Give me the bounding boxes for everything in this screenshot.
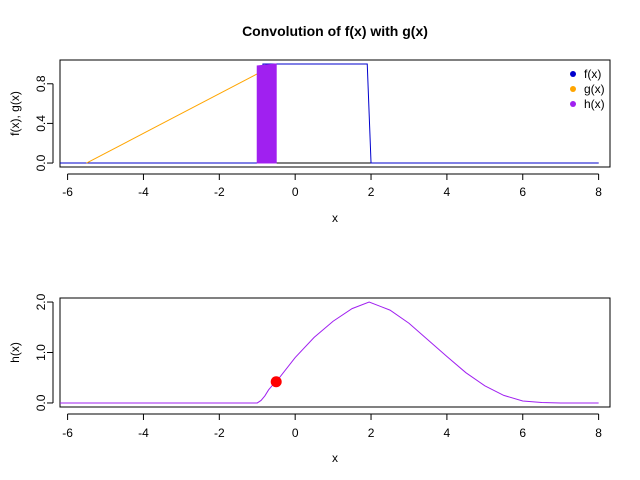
y-axis-label: h(x) (8, 342, 22, 363)
y-tick-label: 1.0 (34, 344, 48, 361)
plot-frame (59, 59, 611, 168)
x-tick-label: -4 (138, 185, 149, 199)
x-tick-label: -6 (62, 185, 73, 199)
x-tick-label: 0 (292, 426, 299, 440)
x-tick-label: 6 (519, 426, 526, 440)
y-tick-label: 0.8 (34, 75, 48, 92)
x-tick-label: 8 (595, 185, 602, 199)
legend-label: h(x) (584, 97, 605, 111)
x-tick-label: -4 (138, 426, 149, 440)
x-tick-label: -2 (214, 426, 225, 440)
legend-label: g(x) (584, 82, 605, 96)
chart-title: Convolution of f(x) with g(x) (242, 23, 428, 39)
x-tick-label: 4 (444, 185, 451, 199)
legend: f(x)g(x)h(x) (570, 67, 605, 111)
series-fx-line (60, 63, 599, 164)
legend-label: f(x) (584, 67, 601, 81)
series-h-fill (256, 63, 277, 164)
x-tick-label: 2 (368, 426, 375, 440)
y-axis: 0.0 1.0 2.0 h(x) (8, 293, 54, 411)
legend-marker (570, 86, 576, 92)
x-axis-label: x (332, 451, 338, 465)
series-h-line (60, 301, 599, 404)
panel-1: Convolution of f(x) with g(x) -6 -4 -2 0 2 4 6 8… (8, 23, 611, 225)
current-point-marker (270, 376, 282, 388)
panel-2: -6 -4 -2 0 2 4 6 8 x 0.0 1.0 2.0 h(x) (8, 293, 611, 465)
x-tick-label: 6 (519, 185, 526, 199)
x-tick-label: 2 (368, 185, 375, 199)
legend-marker (570, 101, 576, 107)
y-axis-label: f(x), g(x) (8, 91, 22, 136)
y-tick-label: 0.0 (34, 394, 48, 411)
x-tick-label: 8 (595, 426, 602, 440)
y-tick-label: 0.4 (34, 115, 48, 132)
x-tick-label: -2 (214, 185, 225, 199)
plot-frame (59, 297, 611, 408)
x-axis: -6 -4 -2 0 2 4 6 8 x (62, 173, 602, 225)
x-axis: -6 -4 -2 0 2 4 6 8 x (62, 413, 602, 465)
legend-marker (570, 71, 576, 77)
y-tick-label: 0.0 (34, 154, 48, 171)
x-tick-label: 4 (444, 426, 451, 440)
x-tick-label: 0 (292, 185, 299, 199)
y-axis: 0.0 0.4 0.8 f(x), g(x) (8, 75, 54, 171)
x-tick-label: -6 (62, 426, 73, 440)
series-gx-line (86, 63, 277, 164)
y-tick-label: 2.0 (34, 293, 48, 310)
x-axis-label: x (332, 211, 338, 225)
